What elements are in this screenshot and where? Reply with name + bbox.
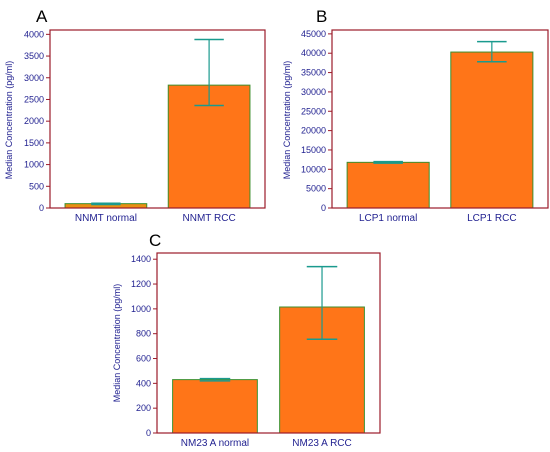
panel-b-y-tick-label: 25000 <box>301 106 326 116</box>
panel-c-category-label: NM23 A normal <box>181 438 249 449</box>
panel-c-y-tick-label: 600 <box>136 354 151 364</box>
panel-c-plot-frame <box>156 252 381 434</box>
panel-c: C Median Concentration (pg/ml) 0 200 400 60… <box>112 231 381 449</box>
panel-b-y-tick-label: 45000 <box>301 29 326 39</box>
panel-b-letter: B <box>316 7 327 26</box>
panel-b-bar <box>450 51 534 209</box>
panel-a-y-tick-label: 1500 <box>24 138 44 148</box>
panel-c-y-tick-label: 1000 <box>131 304 151 314</box>
panel-a-y-tick-label: 2000 <box>24 116 44 126</box>
panel-b-y-tick-label: 20000 <box>301 126 326 136</box>
panel-c-bar <box>172 379 258 434</box>
panel-b-category-label: LCP1 RCC <box>467 213 516 224</box>
panel-a-y-tick-label: 1000 <box>24 160 44 170</box>
panel-a-category-label: NNMT RCC <box>183 213 236 224</box>
panel-b-plot-frame <box>331 29 549 209</box>
panel-b-y-tick-label: 15000 <box>301 145 326 155</box>
panel-b-y-tick-label: 0 <box>321 203 326 213</box>
panel-a: A Median Concentration (pg/ml) 0 500 1000 1… <box>4 7 266 224</box>
panel-b-y-tick-label: 30000 <box>301 87 326 97</box>
panel-b-y-tick-label: 10000 <box>301 164 326 174</box>
panel-a-plot-frame <box>49 29 266 209</box>
panel-c-y-tick-label: 400 <box>136 378 151 388</box>
panel-c-letter: C <box>149 231 161 250</box>
panel-c-y-tick-label: 200 <box>136 403 151 413</box>
panel-c-y-tick-label: 1200 <box>131 279 151 289</box>
panel-c-y-tick-label: 800 <box>136 329 151 339</box>
panel-a-letter: A <box>36 7 48 26</box>
panel-c-y-tick-label: 1400 <box>131 254 151 264</box>
panel-b-category-label: LCP1 normal <box>359 213 417 224</box>
panel-a-y-tick-label: 500 <box>29 181 44 191</box>
panel-a-y-axis-label: Median Concentration (pg/ml) <box>4 61 14 180</box>
panel-a-category-label: NNMT normal <box>75 213 137 224</box>
panel-a-y-tick-label: 4000 <box>24 29 44 39</box>
panel-a-y-tick-label: 3000 <box>24 73 44 83</box>
panel-b-y-tick-label: 40000 <box>301 48 326 58</box>
panel-b-y-tick-label: 35000 <box>301 68 326 78</box>
panel-b-y-tick-label: 5000 <box>306 184 326 194</box>
panel-b-y-axis-label: Median Concentration (pg/ml) <box>282 61 292 180</box>
panel-a-y-tick-label: 2500 <box>24 94 44 104</box>
panel-a-y-tick-label: 0 <box>39 203 44 213</box>
panel-b: B Median Concentration (pg/ml) 0 5000 1000… <box>282 7 549 224</box>
panel-c-y-tick-label: 0 <box>146 428 151 438</box>
panel-a-y-tick-label: 3500 <box>24 51 44 61</box>
panel-c-category-label: NM23 A RCC <box>292 438 351 449</box>
panel-c-y-axis-label: Median Concentration (pg/ml) <box>112 284 122 403</box>
panel-b-bar <box>346 161 430 209</box>
